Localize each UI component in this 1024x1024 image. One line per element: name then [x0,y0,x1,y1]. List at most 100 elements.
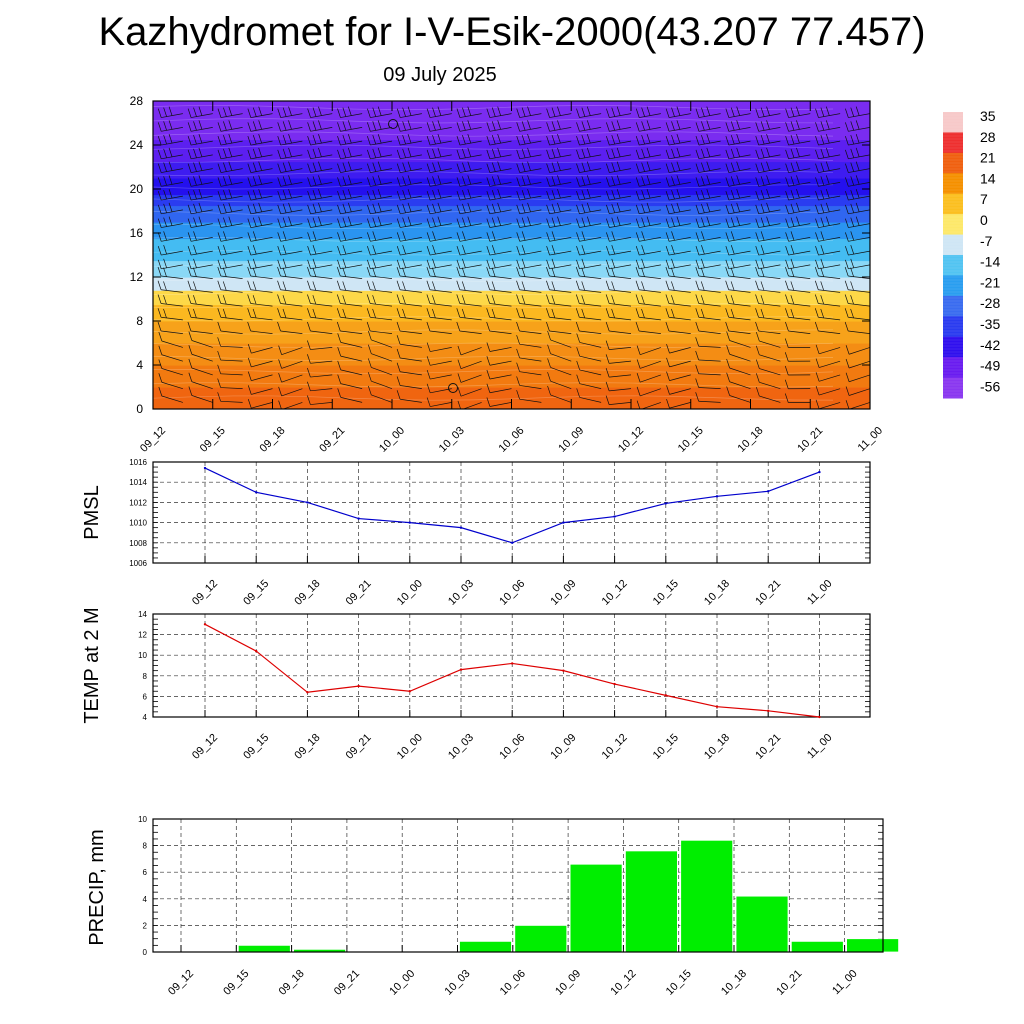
wind-barb-flag [576,360,581,371]
wind-barb [638,316,661,321]
wind-barb-flag [790,281,795,291]
wind-barb-flag [163,267,167,277]
wind-barb [788,250,811,256]
wind-barb-flag [157,321,162,332]
wind-barb-flag [785,321,789,332]
wind-barb-flag [636,345,641,355]
wind-barb-flag [546,163,550,173]
wind-barb-flag [605,340,610,350]
wind-barb [489,360,512,366]
wind-barb-flag [586,120,591,130]
wind-barb-flag [426,245,431,256]
wind-barb-flag [372,231,377,241]
wind-barb-flag [134,163,137,172]
wind-barb-flag [671,107,675,117]
wind-barb [220,330,243,334]
wind-barb-flag [456,321,461,332]
colorbar-label: 7 [980,191,988,207]
wind-barb [400,237,422,242]
precip-bar [625,850,678,953]
wind-barb [519,250,542,256]
wind-barb-flag [844,321,849,332]
wind-barb [191,395,213,403]
wind-barb-flag [342,134,347,145]
wind-barb-flag [426,149,431,159]
wind-barb-flag [665,190,670,201]
wind-barb [460,360,482,370]
wind-barb-flag [760,203,765,213]
x-tick-label: 10_18 [702,578,732,608]
wind-barb-flag [347,216,352,226]
wind-barb-flag [820,121,825,131]
wind-barb-flag [491,295,496,305]
wind-barb-flag [755,331,760,342]
wind-barb [550,394,572,403]
wind-barb-flag [516,122,521,132]
wind-barb-flag [396,245,401,256]
wind-barb [430,374,452,380]
wind-barb-flag [277,163,282,173]
wind-barb-flag [377,106,382,116]
wind-barb [668,275,691,279]
wind-barb-flag [312,162,317,172]
wind-barb-flag [128,205,131,214]
wind-barb-flag [790,176,795,186]
wind-barb-flag [396,218,401,228]
x-tick-label: 10_12 [600,578,630,608]
wind-barb [280,330,303,334]
wind-barb-flag [342,189,347,200]
wind-barb [818,289,841,293]
wind-barb-flag [426,356,431,366]
wind-barb [460,347,482,356]
wind-barb-flag [372,244,377,255]
wind-barb-flag [666,399,670,409]
wind-barb-flag [557,175,561,185]
wind-barb-flag [193,162,197,172]
wind-barb-flag [760,162,765,172]
wind-barb [160,316,183,321]
wind-barb-flag [516,149,521,159]
wind-barb-flag [187,108,192,118]
wind-barb [220,264,243,270]
wind-barb-flag [217,190,222,201]
wind-barb-flag [337,347,342,357]
wind-barb [579,383,602,389]
wind-barb-flag [695,321,700,332]
wind-barb-flag [377,120,382,130]
wind-barb-flag [586,161,591,171]
x-tick-label: 10_12 [616,425,646,455]
wind-barb-flag [581,148,586,158]
wind-barb-flag [576,135,580,146]
wind-barb-flag [128,322,131,331]
wind-barb-flag [282,176,287,186]
wind-barb-flag [288,120,292,130]
wind-barb-flag [606,190,610,201]
pmsl-data-point [306,501,309,504]
colorbar-label: -21 [980,274,1000,290]
wind-barb-flag [606,149,610,159]
wind-barb-flag [766,202,770,212]
wind-barb-flag [491,189,496,200]
wind-barb-flag [701,176,705,186]
wind-barb-flag [337,232,341,242]
wind-barb-flag [396,135,401,146]
wind-barb-flag [187,280,192,290]
wind-barb-flag [695,218,700,228]
wind-barb-flag [491,203,496,213]
wind-barb-flag [486,397,491,407]
wind-barb [818,330,841,334]
wind-barb [609,347,632,350]
wind-barb-flag [616,202,621,212]
wind-barb-flag [815,149,819,159]
wind-barb-flag [755,232,760,242]
wind-barb-flag [755,259,760,269]
colorbar-label: -35 [980,316,1000,332]
wind-barb [310,330,333,334]
wind-barb-flag [575,266,580,277]
precip-bar [680,839,734,953]
wind-barb-flag [367,135,371,146]
wind-barb [550,367,572,376]
wind-barb-flag [462,176,466,186]
wind-barb-flag [576,374,581,384]
